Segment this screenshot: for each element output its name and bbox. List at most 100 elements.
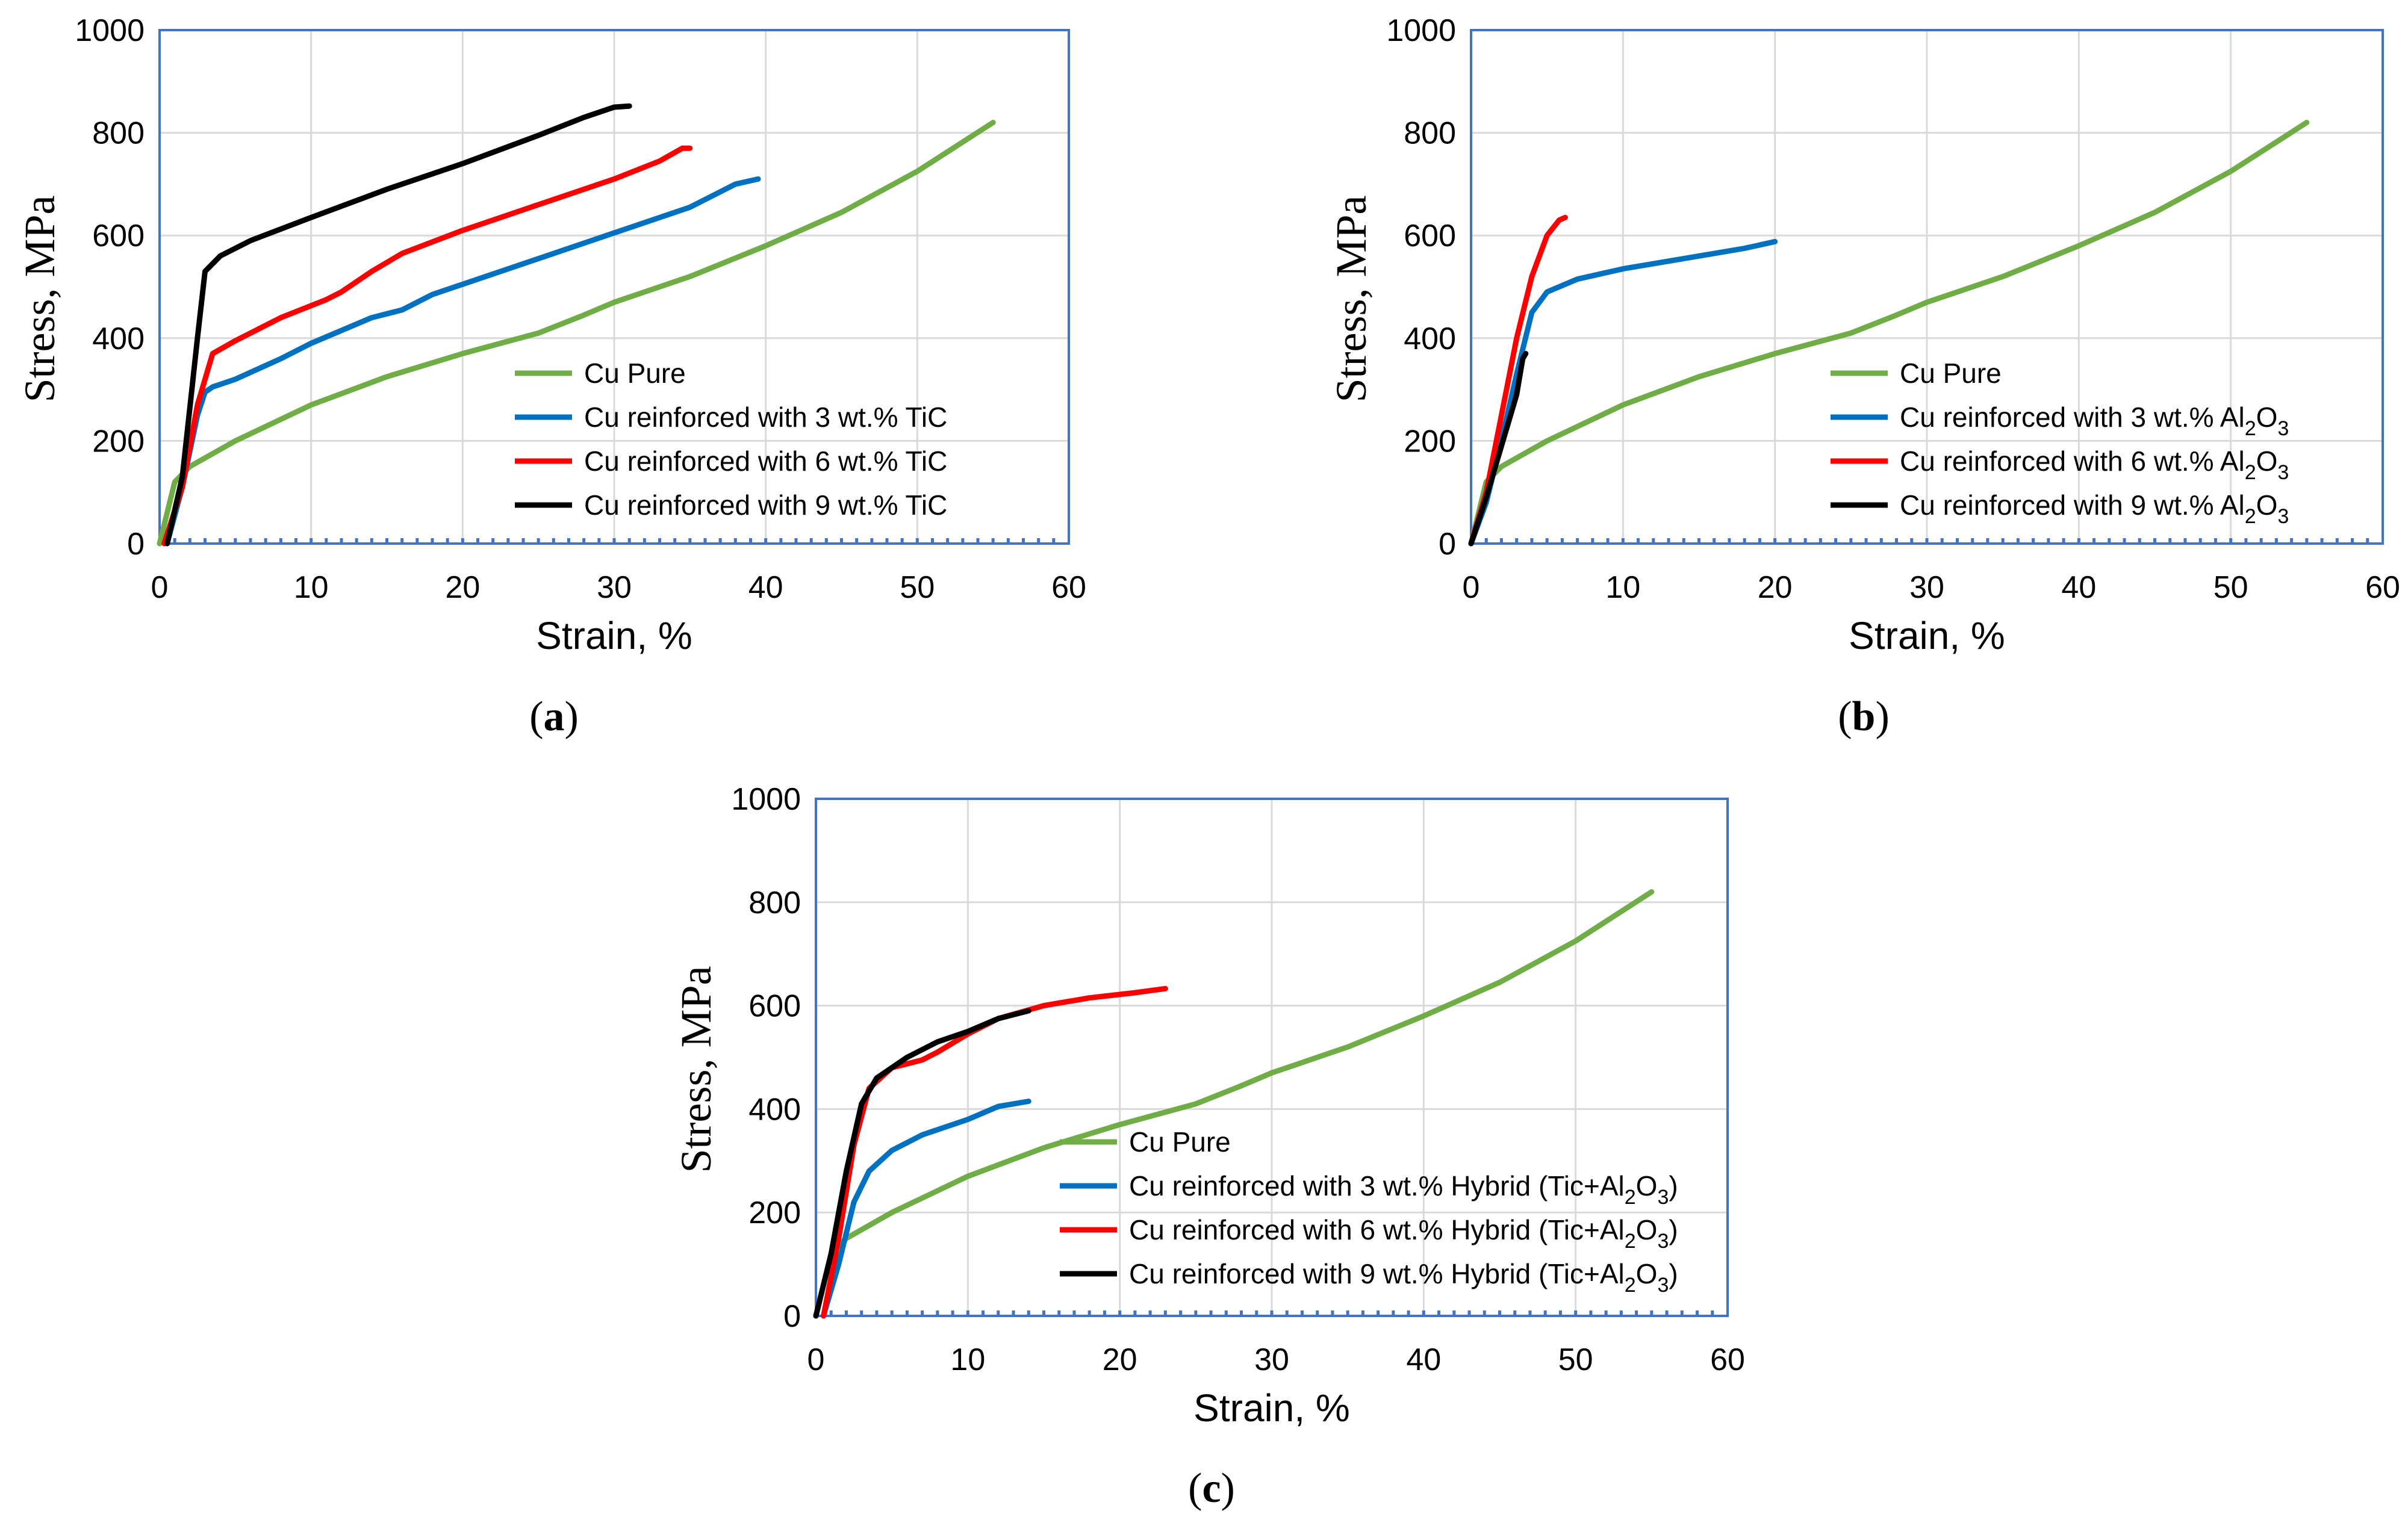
x-tick-label: 0 xyxy=(151,570,169,605)
legend-entry: Cu reinforced with 6 wt.% Hybrid (Tic+Al… xyxy=(1129,1214,1678,1253)
x-tick-label: 50 xyxy=(2214,570,2248,605)
legend-text-sub1: 2 xyxy=(2245,505,2256,528)
x-tick-label: 40 xyxy=(2061,570,2096,605)
series-line-s6 xyxy=(821,985,1168,1319)
x-tick-label: 30 xyxy=(1909,570,1944,605)
legend: Cu Pure Cu reinforced with 3 wt.% TiC Cu r… xyxy=(515,358,947,521)
y-axis-label: Stress, MPa xyxy=(672,966,720,1173)
y-axis-label: Stress, MPa xyxy=(1327,195,1375,402)
legend-text-sub1: 2 xyxy=(1625,1230,1636,1253)
legend-text-post: ) xyxy=(1669,1170,1678,1202)
legend-entry: Cu Pure xyxy=(1900,358,2002,389)
legend-text-pre: Cu Pure xyxy=(1900,358,2002,389)
legend-text-post: ) xyxy=(1669,1258,1678,1289)
panel-label-letter: a xyxy=(544,693,565,740)
legend-text-pre: Cu reinforced with 6 wt.% Hybrid (Tic+Al xyxy=(1129,1214,1625,1245)
x-tick-label: 30 xyxy=(597,570,632,605)
x-axis-label: Strain, % xyxy=(1193,1386,1350,1430)
legend-text-pre: Cu reinforced with 6 wt.% Al xyxy=(1900,445,2245,477)
legend-entry: Cu reinforced with 6 wt.% TiC xyxy=(584,445,947,477)
series-line-s6 xyxy=(161,145,693,547)
legend-text-mid: O xyxy=(2256,445,2278,477)
y-tick-label: 1000 xyxy=(75,13,145,48)
series-line-s9 xyxy=(1468,350,1529,547)
y-tick-label: 600 xyxy=(1404,219,1456,253)
legend-entry: Cu reinforced with 3 wt.% Al2O3 xyxy=(1900,402,2289,440)
y-tick-label: 0 xyxy=(1439,527,1456,562)
x-axis-label: Strain, % xyxy=(1849,614,2005,657)
legend-entry: Cu reinforced with 6 wt.% Al2O3 xyxy=(1900,445,2289,484)
y-tick-label: 400 xyxy=(1404,321,1456,356)
legend-text-pre: Cu reinforced with 3 wt.% TiC xyxy=(584,402,947,433)
panel-label-close: ) xyxy=(1875,693,1889,740)
legend-text-sub2: 3 xyxy=(1657,1274,1669,1297)
x-tick-label: 10 xyxy=(1605,570,1640,605)
x-tick-label: 40 xyxy=(748,570,783,605)
legend-entry: Cu reinforced with 9 wt.% Hybrid (Tic+Al… xyxy=(1129,1258,1678,1297)
legend-text-mid: O xyxy=(1636,1258,1658,1289)
x-tick-label: 20 xyxy=(445,570,480,605)
legend-text-pre: Cu reinforced with 3 wt.% Hybrid (Tic+Al xyxy=(1129,1170,1625,1202)
legend-entry: Cu reinforced with 9 wt.% TiC xyxy=(584,489,947,521)
series-line-pure xyxy=(1468,120,2310,547)
legend-text-sub2: 3 xyxy=(1657,1186,1669,1209)
y-tick-label: 400 xyxy=(748,1092,801,1127)
y-tick-label: 600 xyxy=(92,219,145,253)
series-line-s9 xyxy=(164,103,632,547)
x-tick-label: 50 xyxy=(900,570,935,605)
legend: Cu Pure Cu reinforced with 3 wt.% Hybrid … xyxy=(1060,1126,1678,1297)
legend-text-sub2: 3 xyxy=(2277,461,2289,484)
legend-text-mid: O xyxy=(2256,489,2278,521)
legend-text-sub2: 3 xyxy=(1657,1230,1669,1253)
y-tick-label: 0 xyxy=(127,527,145,562)
legend-text-sub1: 2 xyxy=(2245,461,2256,484)
panel-label-letter: c xyxy=(1202,1465,1221,1512)
legend-entry: Cu Pure xyxy=(584,358,686,389)
panel-label: (a) xyxy=(529,693,579,740)
y-tick-label: 200 xyxy=(1404,424,1456,459)
y-axis-label: Stress, MPa xyxy=(16,195,64,402)
legend-text-mid: O xyxy=(1636,1170,1658,1202)
y-tick-label: 200 xyxy=(748,1196,801,1230)
legend-text-sub1: 2 xyxy=(1625,1274,1636,1297)
x-tick-label: 0 xyxy=(807,1342,825,1377)
y-tick-label: 800 xyxy=(1404,116,1456,151)
legend-text-pre: Cu reinforced with 9 wt.% TiC xyxy=(584,489,947,521)
x-tick-label: 40 xyxy=(1406,1342,1441,1377)
series-line-s3 xyxy=(821,1099,1031,1319)
legend-text-sub2: 3 xyxy=(2277,417,2289,440)
series-line-s3 xyxy=(164,176,761,547)
legend-entry: Cu reinforced with 9 wt.% Al2O3 xyxy=(1900,489,2289,528)
series-line-pure xyxy=(157,120,996,547)
legend-text-pre: Cu reinforced with 9 wt.% Al xyxy=(1900,489,2245,521)
series-line-s9 xyxy=(813,1008,1031,1319)
panel-label-open: ( xyxy=(1188,1465,1202,1512)
x-tick-label: 50 xyxy=(1558,1342,1593,1377)
panel-label: (c) xyxy=(1188,1465,1235,1512)
legend-text-sub1: 2 xyxy=(1625,1186,1636,1209)
legend-text-pre: Cu reinforced with 3 wt.% Al xyxy=(1900,402,2245,433)
legend-entry: Cu reinforced with 3 wt.% Hybrid (Tic+Al… xyxy=(1129,1170,1678,1209)
x-tick-label: 60 xyxy=(2365,570,2400,605)
panel-label-letter: b xyxy=(1852,693,1876,740)
panel-label-close: ) xyxy=(1221,1465,1235,1512)
plot-frame xyxy=(815,798,1729,1317)
y-tick-label: 400 xyxy=(92,321,145,356)
y-tick-label: 800 xyxy=(748,885,801,920)
legend-entry: Cu Pure xyxy=(1129,1126,1231,1158)
plot-frame xyxy=(1470,29,2384,545)
legend-entry: Cu reinforced with 3 wt.% TiC xyxy=(584,402,947,433)
legend-text-pre: Cu Pure xyxy=(1129,1126,1231,1158)
y-tick-label: 800 xyxy=(92,116,145,151)
legend-text-pre: Cu reinforced with 6 wt.% TiC xyxy=(584,445,947,477)
legend-text-mid: O xyxy=(1636,1214,1658,1245)
legend-text-pre: Cu Pure xyxy=(584,358,686,389)
x-tick-label: 0 xyxy=(1463,570,1480,605)
plot-frame xyxy=(158,29,1070,545)
y-tick-label: 200 xyxy=(92,424,145,459)
y-tick-label: 0 xyxy=(783,1299,801,1334)
